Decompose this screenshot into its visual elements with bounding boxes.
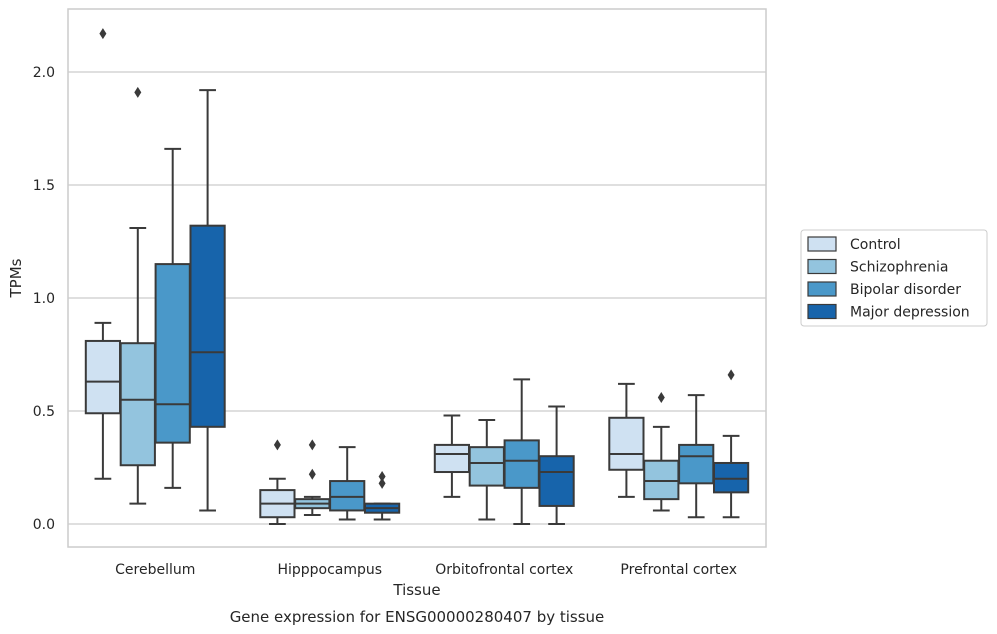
box — [154, 263, 191, 444]
box — [538, 455, 575, 507]
outlier-point — [308, 468, 316, 480]
legend-swatch — [807, 281, 837, 297]
x-tick-label: Cerebellum — [115, 562, 195, 578]
x-tick-label: Prefrontal cortex — [620, 562, 737, 578]
outlier-point — [657, 391, 665, 403]
y-tick-label: 1.0 — [33, 291, 55, 307]
box-group — [119, 86, 156, 505]
box-group — [608, 382, 645, 498]
box — [468, 446, 505, 487]
legend-frame — [800, 229, 988, 327]
box-group — [363, 471, 401, 521]
box — [433, 443, 471, 474]
box-group — [643, 391, 680, 512]
y-axis-ticks: 0.0 0.5 1.0 1.5 2.0 — [33, 65, 55, 533]
box-group — [294, 439, 331, 516]
box — [643, 459, 680, 501]
chart-caption: Gene expression for ENSG00000280407 by t… — [230, 608, 605, 626]
legend: Control Schizophrenia Bipolar disorder Majo… — [800, 229, 988, 327]
outlier-point — [134, 86, 142, 98]
box — [329, 480, 366, 512]
y-tick-label: 1.5 — [33, 178, 55, 194]
outlier-point — [99, 28, 107, 40]
plot-frame — [67, 8, 767, 548]
box — [503, 439, 540, 489]
box-series — [84, 28, 750, 525]
box-group — [329, 446, 366, 521]
outlier-point — [378, 477, 386, 489]
box-group — [154, 147, 191, 489]
x-axis-title: Tissue — [392, 581, 440, 599]
box — [84, 339, 122, 415]
legend-label: Schizophrenia — [850, 260, 948, 276]
y-axis-title: TPMs — [7, 258, 25, 298]
outlier-point — [727, 369, 735, 381]
box — [608, 416, 645, 471]
legend-swatch — [807, 303, 837, 320]
box-group — [678, 394, 715, 519]
box-group — [84, 28, 122, 480]
outlier-point — [378, 471, 386, 483]
legend-label: Bipolar disorder — [850, 282, 961, 298]
y-tick-label: 0.0 — [33, 517, 55, 533]
y-tick-label: 0.5 — [33, 404, 55, 420]
x-tick-label: Hipppocampus — [277, 562, 382, 578]
outlier-point — [308, 439, 316, 451]
box — [678, 443, 715, 485]
box-group — [503, 378, 540, 525]
legend-swatch — [807, 258, 837, 275]
legend-label: Control — [850, 237, 901, 253]
box-group — [259, 439, 296, 525]
outlier-point — [273, 439, 281, 451]
box — [189, 224, 226, 428]
x-axis-ticks: Cerebellum Hipppocampus Orbitofrontal cort… — [115, 562, 737, 578]
y-tick-label: 2.0 — [33, 65, 55, 81]
box-group — [189, 89, 226, 512]
x-tick-label: Orbitofrontal cortex — [435, 562, 573, 578]
legend-swatch — [807, 236, 837, 252]
box — [119, 342, 156, 467]
box-group — [538, 405, 575, 525]
legend-label: Major depression — [850, 305, 970, 321]
box — [712, 461, 750, 494]
box-group — [468, 419, 505, 521]
box-group — [712, 369, 750, 519]
